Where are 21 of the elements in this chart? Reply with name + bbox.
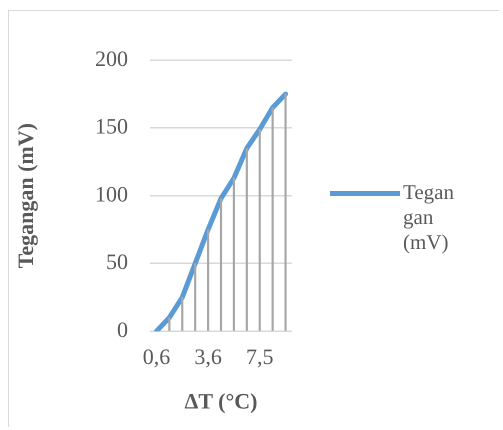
y-tick-label: 200 (95, 46, 128, 71)
bar (220, 198, 222, 331)
bar (194, 263, 196, 331)
y-tick-label: 0 (117, 316, 128, 342)
y-tick-label: 150 (95, 114, 128, 139)
y-tick-label: 100 (95, 181, 128, 206)
bar (284, 94, 287, 331)
x-tick-label: 7,5 (246, 344, 274, 370)
y-axis-title: Tegangan (mV) (12, 123, 38, 268)
bar (246, 148, 248, 331)
bar (258, 128, 261, 331)
x-axis-title: ΔT (°C) (184, 388, 258, 414)
bar (168, 317, 170, 331)
bar (181, 296, 184, 331)
x-tick-label: 3,6 (194, 344, 222, 370)
bar (232, 178, 235, 331)
legend-label: Tegangan (mV) (403, 180, 456, 255)
y-tick-label: 50 (106, 249, 128, 274)
bar (207, 229, 210, 331)
bar (272, 107, 274, 331)
x-tick-label: 0,6 (142, 344, 170, 370)
